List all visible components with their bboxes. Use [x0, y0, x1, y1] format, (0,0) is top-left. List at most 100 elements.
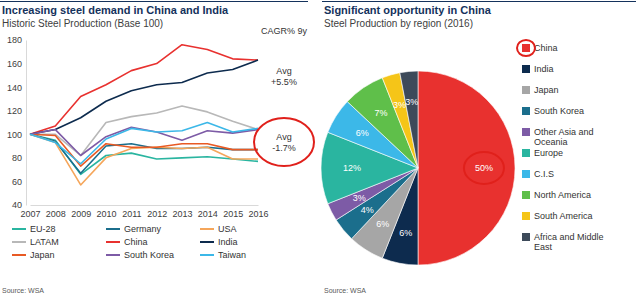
legend-swatch: [522, 149, 530, 157]
legend-label-line: South Korea: [534, 106, 584, 116]
page: Increasing steel demand in China and Ind…: [0, 0, 640, 298]
legend-item: Germany: [106, 224, 162, 234]
title: Increasing steel demand in China and Ind…: [2, 4, 229, 16]
data-label: 12%: [343, 163, 361, 173]
y-tick: 60: [12, 177, 26, 187]
x-tick: 2014: [198, 205, 218, 219]
annotation: +5.5%: [271, 77, 297, 87]
legend-label: C.I.S: [534, 169, 554, 179]
legend-item: North America: [522, 190, 591, 200]
legend-swatch: [522, 65, 530, 73]
legend-swatch: [522, 107, 530, 115]
legend-item: South Korea: [106, 250, 174, 260]
legend-label: Japan: [30, 250, 55, 260]
x-tick: 2013: [172, 205, 192, 219]
legend-item: Other Asia andOceania: [522, 127, 594, 147]
x-tick-label: 2009: [71, 209, 91, 219]
panel: Increasing steel demand in China and Ind…: [0, 2, 314, 295]
legend-label: LATAM: [30, 237, 59, 247]
x-tick: 2009: [71, 205, 91, 219]
x-tick-label: 2011: [122, 209, 141, 219]
y-tick: 120: [7, 106, 26, 116]
legend-label-line: India: [534, 64, 554, 74]
legend-swatch: [522, 86, 530, 94]
legend-item: China: [106, 237, 148, 247]
legend-label: Germany: [124, 224, 162, 234]
legend-swatch: [522, 233, 530, 241]
data-label: 4%: [361, 205, 374, 215]
x-tick-label: 2012: [147, 209, 167, 219]
legend-label: Taiwan: [218, 250, 246, 260]
legend-swatch: [200, 254, 214, 256]
panel: Significant opportunity in China Steel Pr…: [321, 2, 636, 295]
data-label: 6%: [399, 228, 412, 238]
legend-label: China: [534, 43, 558, 53]
x-tick-label: 2014: [198, 209, 218, 219]
legend-item: South America: [522, 211, 593, 221]
y-tick: 80: [12, 153, 26, 163]
legend-item: Taiwan: [200, 250, 246, 260]
legend-item: C.I.S: [522, 169, 554, 179]
pie-slice: [418, 71, 515, 265]
slices: [321, 71, 515, 265]
x-tick: 2007: [20, 205, 40, 219]
data-label: 6%: [376, 219, 389, 229]
legend-item: Europe: [522, 148, 563, 158]
hand-drawn-circle: [254, 118, 314, 166]
subtitle: Steel Production by region (2016): [324, 18, 473, 29]
legend-swatch: [106, 241, 120, 243]
hand-drawn-circle: [517, 40, 535, 56]
pie-slice: [400, 71, 418, 168]
legend-swatch: [12, 241, 26, 243]
legend-label: EU-28: [30, 224, 56, 234]
y-tick-label: 100: [7, 130, 22, 140]
x-axis-line: [31, 205, 259, 206]
legend-swatch: [106, 228, 120, 230]
annotation: CAGR% 9y: [261, 26, 308, 36]
legend-item: EU-28: [12, 224, 56, 234]
y-tick-label: 80: [12, 153, 22, 163]
legend-label: Europe: [534, 148, 563, 158]
legend-swatch: [522, 191, 530, 199]
legend-item: India: [200, 237, 238, 247]
y-tick-label: 60: [12, 177, 22, 187]
y-axis: 406080100120140160180: [7, 35, 27, 210]
x-tick-label: 2007: [20, 209, 40, 219]
title: Significant opportunity in China: [324, 4, 492, 16]
legend-label-line: Japan: [534, 85, 559, 95]
legend-swatch: [522, 44, 530, 52]
legend-label-line: North America: [534, 190, 591, 200]
legend-label: India: [218, 237, 238, 247]
data-label: 3%: [353, 193, 366, 203]
legend-label-line: C.I.S: [534, 169, 554, 179]
data-labels: 50%6%6%4%3%12%6%7%3%3%: [343, 97, 493, 237]
data-label: 6%: [356, 128, 369, 138]
x-tick-label: 2013: [172, 209, 192, 219]
legend-item: LATAM: [12, 237, 59, 247]
legend-item: India: [522, 64, 554, 74]
x-tick-label: 2015: [223, 209, 243, 219]
x-tick-label: 2010: [96, 209, 116, 219]
legend-swatch: [522, 170, 530, 178]
legend-item: South Korea: [522, 106, 584, 116]
y-tick: 180: [7, 35, 26, 45]
x-tick: 2008: [46, 205, 66, 219]
legend-item: China: [522, 43, 558, 53]
series-line: [30, 123, 258, 164]
series-line: [30, 60, 258, 134]
legend-swatch: [12, 254, 26, 256]
y-tick: 160: [7, 59, 26, 69]
y-tick: 100: [7, 130, 26, 140]
legend-label: USA: [218, 224, 237, 234]
legend: EU-28 Germany USA LATAM China India Japan South…: [12, 224, 246, 260]
y-tick-label: 140: [7, 83, 22, 93]
legend-label-line: Other Asia and: [534, 127, 594, 137]
x-axis: 2007 2008 2009 2010 2011 2012 2013 2014 2015 2016: [20, 205, 268, 219]
hand-drawn-circle: [464, 152, 504, 184]
x-tick: 2011: [122, 205, 141, 219]
y-tick-label: 180: [7, 35, 22, 45]
pie: 50%6%6%4%3%12%6%7%3%3%: [321, 71, 515, 265]
x-tick: 2016: [248, 205, 268, 219]
legend-swatch: [200, 241, 214, 243]
source: Source: WSA: [324, 287, 366, 294]
